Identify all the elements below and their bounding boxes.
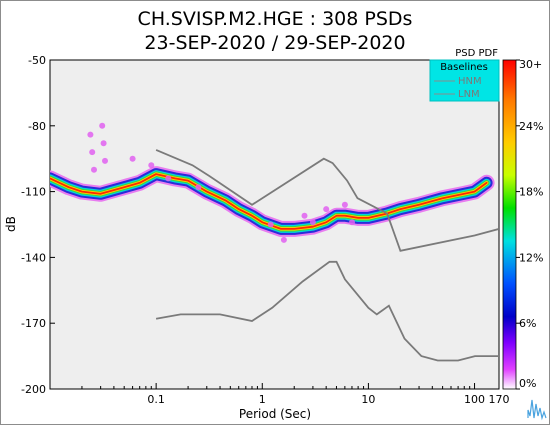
pdf-speckle [267,221,274,228]
pdf-speckle [89,149,96,156]
waveform-logo-icon [527,399,547,421]
pdf-speckle [195,184,202,191]
colorbar-tick-label: 0% [519,377,536,390]
colorbar-tick-label: 12% [519,251,543,264]
pdf-speckle [100,140,107,147]
pdf-speckle [341,201,348,208]
pdf-speckle [102,157,108,164]
x-tick-label: 100 [464,393,485,406]
colorbar-labels: 30+ 24% 18% 12% 6% 0% [516,58,543,390]
plot-area [49,59,500,390]
x-tick-label: 1 [259,393,266,406]
colorbar-tick-label: 6% [519,317,536,330]
legend-entry-lnm: LNM [458,89,480,100]
legend-entry-hnm: HNM [458,76,482,87]
chart-title-line2: 23-SEP-2020 / 29-SEP-2020 [144,32,405,54]
baselines-legend: Baselines HNM LNM [429,59,500,102]
pdf-speckle [129,155,136,162]
y-tick-label: -80 [28,120,46,133]
x-tick-label: 10 [361,393,375,406]
pdf-band-red [50,173,488,230]
pdf-speckle [309,219,316,226]
pdf-speckle [280,236,287,243]
psd-pdf-density [50,122,495,243]
x-axis-label: Period (Sec) [239,407,311,421]
x-tick-label: 0.1 [147,393,165,406]
colorbar-tick-label: 30+ [519,58,542,71]
colorbar [502,59,517,390]
colorbar-tick-label: 24% [519,120,543,133]
hnm-line [155,149,499,252]
colorbar-tick-label: 18% [519,186,543,199]
y-tick-label: -50 [28,54,46,67]
pdf-speckle [148,162,155,169]
axis-ticks: -50 -80 -110 -140 -170 -200 0.1 1 10 100 170 [21,54,509,406]
pdf-speckle [349,219,355,226]
pdf-speckle [87,131,94,138]
y-tick-label: -170 [21,317,46,330]
pdf-speckle [301,212,308,219]
y-tick-label: -110 [21,186,46,199]
pdf-speckle [99,122,106,129]
chart-title-line1: CH.SVISP.M2.HGE : 308 PSDs [138,8,413,30]
pdf-speckle [165,175,172,182]
x-tick-label: 170 [489,393,510,406]
y-tick-label: -140 [21,251,46,264]
colorbar-title: PSD PDF [455,48,498,59]
lnm-line [155,260,499,362]
pdf-speckle [323,206,330,213]
noise-model-lines [155,149,499,362]
legend-title: Baselines [440,62,488,73]
y-tick-label: -200 [21,383,46,396]
pdf-speckle [91,166,97,173]
y-axis-label: dB [4,216,18,232]
